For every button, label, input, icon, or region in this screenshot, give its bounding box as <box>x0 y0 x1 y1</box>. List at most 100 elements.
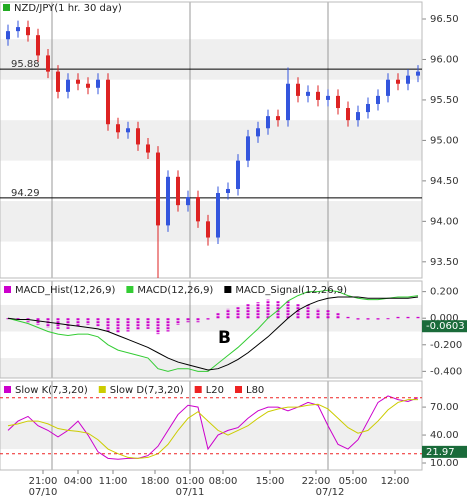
band <box>0 358 422 378</box>
candle <box>266 116 270 129</box>
y-tick-label: 10.00 <box>430 458 459 469</box>
legend-swatch <box>98 386 106 393</box>
y-tick-label: 93.50 <box>430 257 459 268</box>
x-tick-label: 05:00 <box>339 476 368 487</box>
candle <box>156 152 160 226</box>
y-tick-label: 40.00 <box>430 430 459 441</box>
legend-swatch <box>224 286 232 293</box>
chart-title: NZD/JPY(1 hr. 30 day) <box>14 3 122 14</box>
candle <box>206 221 210 238</box>
candle <box>326 95 330 100</box>
y-tick-label: 94.00 <box>430 216 459 227</box>
legend-swatch <box>126 286 134 293</box>
x-tick-label: 12:00 <box>381 476 410 487</box>
candle <box>216 193 220 238</box>
candle <box>146 144 150 153</box>
x-tick-label: 15:00 <box>256 476 285 487</box>
x-tick-label: 04:00 <box>64 476 93 487</box>
x-tick-label: 08:00 <box>209 476 238 487</box>
legend-label: MACD_Hist(12,26,9) <box>15 285 115 296</box>
current-box <box>422 320 467 333</box>
candle <box>386 79 390 96</box>
candle <box>166 176 170 226</box>
candle <box>56 71 60 92</box>
y-tick-label: 95.00 <box>430 135 459 146</box>
candle <box>356 112 360 121</box>
legend-label: L80 <box>246 385 264 396</box>
candle <box>286 83 290 121</box>
date-label: 07/10 <box>29 487 58 498</box>
candle <box>296 83 300 96</box>
legend-label: MACD(12,26,9) <box>137 285 213 296</box>
candle <box>396 79 400 84</box>
legend-label: Slow K(7,3,20) <box>15 385 88 396</box>
candle <box>86 83 90 88</box>
candle <box>46 55 50 72</box>
candle <box>246 136 250 161</box>
candle <box>76 79 80 84</box>
y-tick-label: -0.200 <box>430 340 462 351</box>
candle <box>316 91 320 100</box>
band <box>0 39 422 80</box>
legend-swatch <box>4 286 11 293</box>
x-tick-label: 22:00 <box>302 476 331 487</box>
x-tick-label: 21:00 <box>29 476 58 487</box>
band <box>0 120 422 161</box>
y-tick-label: 0.200 <box>430 287 459 298</box>
legend-label: MACD_Signal(12,26,9) <box>235 285 347 296</box>
series-line <box>7 395 419 460</box>
candle <box>306 91 310 96</box>
candle <box>346 108 350 121</box>
h-line-label: 94.29 <box>11 188 40 199</box>
candle <box>366 103 370 113</box>
legend-label: L20 <box>206 385 224 396</box>
y-tick-label: 95.50 <box>430 95 459 106</box>
y-tick-label: 70.00 <box>430 402 459 413</box>
x-tick-label: 18:00 <box>141 476 170 487</box>
candle <box>226 188 230 194</box>
annotation: B <box>218 328 231 348</box>
series-line <box>7 296 419 371</box>
legend-swatch <box>4 386 11 393</box>
current-label: -0.0603 <box>426 321 465 332</box>
candle <box>336 95 340 109</box>
band <box>0 201 422 242</box>
candle <box>116 124 120 133</box>
candle <box>416 71 420 76</box>
candle <box>26 27 30 36</box>
candle <box>406 75 410 84</box>
candle <box>66 79 70 92</box>
candle <box>106 79 110 125</box>
y-tick-label: 96.00 <box>430 54 459 65</box>
legend-label: Slow D(7,3,20) <box>110 385 184 396</box>
band <box>0 304 422 332</box>
date-label: 07/12 <box>316 487 345 498</box>
candle <box>126 128 130 133</box>
candle <box>176 176 180 206</box>
candle <box>196 197 200 222</box>
panel-frame <box>0 1 423 279</box>
y-tick-label: -0.400 <box>430 366 462 377</box>
series-line <box>7 289 419 372</box>
current-box <box>422 445 467 458</box>
candle <box>96 79 100 88</box>
x-tick-label: 01:00 <box>176 476 205 487</box>
candle <box>136 128 140 145</box>
legend-swatch <box>194 386 202 393</box>
candle <box>36 35 40 56</box>
candle <box>6 31 10 40</box>
y-tick-label: 96.50 <box>430 14 459 25</box>
y-tick-label: 94.50 <box>430 176 459 187</box>
legend-swatch <box>3 4 10 11</box>
series-line <box>7 399 418 459</box>
candle <box>186 197 190 206</box>
date-label: 07/11 <box>176 487 205 498</box>
panel-frame <box>0 380 423 471</box>
candle <box>376 95 380 104</box>
current-label: 21.97 <box>426 447 455 458</box>
candle <box>236 160 240 189</box>
candle <box>256 128 260 137</box>
h-line-label: 95.88 <box>11 59 40 70</box>
legend-swatch <box>235 386 242 393</box>
